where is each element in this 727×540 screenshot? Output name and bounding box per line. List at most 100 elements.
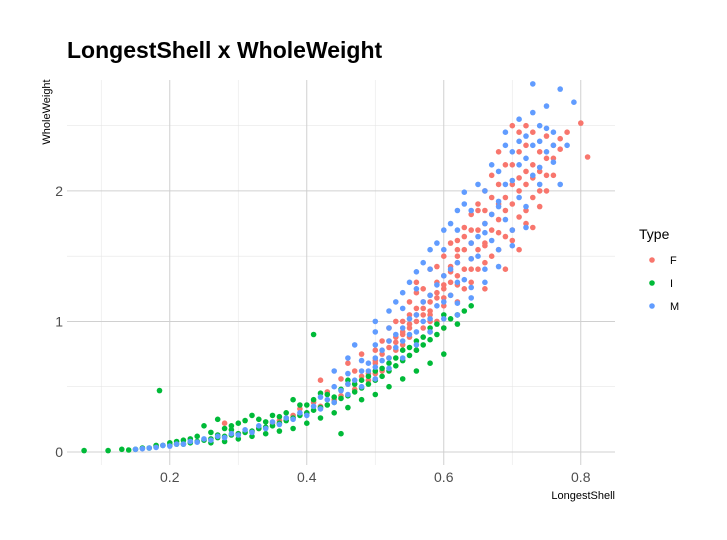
data-point-m (454, 300, 461, 307)
data-point-m (393, 299, 399, 305)
data-point-m (482, 220, 488, 227)
y-axis-title: WholeWeight (41, 79, 53, 144)
data-point-f (523, 142, 529, 149)
y-tick-labels: 0 1 2 (55, 183, 63, 460)
data-point-f (468, 227, 475, 233)
data-point-m (475, 181, 481, 188)
data-point-f (530, 162, 536, 168)
data-point-m (441, 246, 447, 253)
data-point-f (468, 279, 475, 286)
data-point-m (345, 381, 351, 387)
data-point-f (447, 240, 454, 246)
data-point-f (372, 360, 379, 367)
legend: Type FIM (639, 226, 679, 313)
x-tick-label: 0.8 (571, 469, 591, 485)
data-point-f (317, 377, 324, 384)
data-point-f (543, 155, 550, 162)
data-point-f (393, 339, 399, 346)
data-point-i (420, 342, 427, 348)
data-point-m (516, 194, 522, 201)
data-point-i (235, 436, 242, 442)
x-axis-title: LongestShell (551, 490, 615, 502)
data-point-m (427, 246, 433, 253)
data-point-i (249, 412, 255, 419)
legend-title: Type (639, 226, 670, 242)
data-point-f (495, 216, 502, 223)
data-point-i (468, 303, 475, 309)
data-point-f (516, 149, 522, 155)
data-point-m (475, 233, 481, 240)
data-point-f (502, 162, 509, 168)
data-point-m (386, 365, 392, 372)
data-point-m (461, 276, 468, 283)
data-point-f (427, 308, 433, 314)
y-tick-label: 0 (55, 444, 63, 460)
data-point-f (475, 227, 481, 233)
data-point-i (214, 416, 221, 423)
data-point-f (488, 172, 495, 179)
data-point-m (317, 406, 324, 412)
data-point-f (379, 338, 385, 344)
data-point-m (516, 162, 522, 168)
data-point-m (468, 255, 475, 262)
data-point-f (502, 233, 509, 240)
y-tick-label: 2 (55, 183, 63, 199)
data-point-m (434, 282, 440, 288)
data-point-m (454, 207, 461, 214)
data-point-m (399, 305, 406, 312)
data-point-m (536, 181, 543, 188)
data-point-i (331, 410, 338, 416)
data-point-m (255, 423, 262, 429)
x-tick-label: 0.4 (297, 469, 317, 485)
data-point-i (324, 391, 331, 398)
data-point-m (372, 329, 379, 335)
data-point-m (228, 430, 235, 437)
data-point-m (495, 198, 502, 205)
data-point-m (495, 168, 502, 175)
data-point-f (475, 266, 481, 273)
data-point-f (358, 373, 365, 380)
data-point-m (139, 445, 146, 452)
data-point-i (125, 447, 132, 453)
chart-title: LongestShell x WholeWeight (67, 37, 383, 63)
data-point-m (160, 442, 166, 449)
data-point-f (578, 120, 584, 126)
data-point-i (441, 351, 447, 357)
data-point-m (509, 149, 516, 155)
data-point-i (454, 321, 461, 327)
data-point-f (509, 201, 516, 207)
data-point-i (345, 377, 351, 384)
data-point-i (156, 387, 163, 394)
data-point-m (399, 289, 406, 296)
data-point-f (543, 133, 550, 139)
data-point-m (530, 109, 536, 116)
data-point-i (461, 308, 468, 314)
data-point-m (447, 220, 454, 227)
y-tick-label: 1 (55, 313, 63, 329)
data-point-i (434, 331, 440, 338)
data-point-m (393, 331, 399, 338)
data-point-f (502, 266, 509, 273)
data-point-m (454, 227, 461, 233)
data-point-m (372, 342, 379, 348)
data-point-i (434, 321, 440, 327)
data-point-m (365, 368, 372, 374)
data-point-m (345, 355, 351, 361)
data-point-f (413, 305, 420, 312)
data-point-m (557, 86, 563, 92)
data-point-f (441, 286, 447, 292)
data-point-i (379, 373, 385, 380)
data-point-f (379, 351, 385, 357)
data-point-m (290, 416, 296, 423)
data-point-i (372, 391, 379, 398)
data-point-m (386, 338, 392, 344)
data-point-m (427, 329, 433, 335)
data-point-f (365, 377, 372, 384)
data-point-i (317, 390, 324, 397)
data-point-f (393, 318, 399, 325)
data-point-m (386, 308, 392, 314)
data-point-f (461, 266, 468, 273)
legend-key-m (649, 303, 655, 309)
data-point-f (441, 303, 447, 309)
data-point-m (543, 125, 550, 132)
